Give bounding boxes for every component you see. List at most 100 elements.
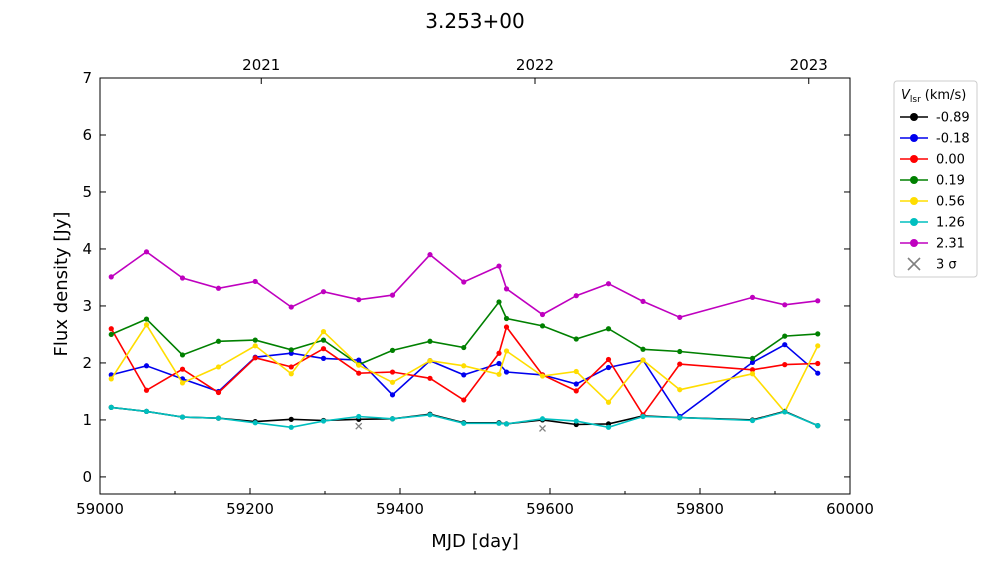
legend-entry: -0.18 [900,132,970,147]
data-point [640,346,646,352]
series-1.26 [108,404,821,430]
data-point [749,294,756,300]
upper-limit-markers [355,422,546,432]
data-point [108,376,114,382]
data-point [749,417,756,424]
data-point [215,364,222,370]
series-lines [108,249,821,430]
series-line [110,250,818,319]
data-point [320,337,327,343]
data-point [605,399,612,405]
data-point [320,346,327,352]
top-tick-label: 2023 [790,56,828,74]
legend-title-unit: (km/s) [925,88,967,103]
data-point [288,304,294,310]
legend-title: Vlsr (km/s) [901,88,966,105]
legend-label: 0.00 [936,153,965,168]
x-tick-label: 59800 [676,500,724,518]
data-point [143,316,150,322]
legend-label: -0.89 [936,111,970,126]
data-point [320,328,327,335]
data-point [461,420,467,426]
data-point [539,323,546,329]
data-point [573,368,579,375]
series--0.18 [108,342,821,420]
data-point [108,404,114,410]
data-point [215,285,222,291]
data-point [143,363,150,369]
data-point [503,324,510,330]
x-axis-label: MJD [day] [431,531,519,552]
data-point [143,408,150,414]
y-tick-label: 4 [82,240,92,258]
data-point [143,249,150,255]
series-0.19 [108,299,821,368]
data-point [815,298,821,304]
data-point [320,418,327,424]
data-point [427,412,433,418]
legend-label: 1.26 [936,216,965,231]
data-point [320,289,327,295]
data-point [503,421,510,427]
data-point [782,302,788,308]
data-point [573,381,579,387]
legend-label: 2.31 [936,237,965,252]
data-point [389,379,396,385]
legend-label: -0.18 [936,132,970,147]
data-point [252,343,258,349]
data-point [427,358,433,364]
data-point [356,413,362,420]
data-point [815,343,821,349]
data-point [356,357,362,363]
data-point [539,311,546,318]
data-point [496,420,502,426]
data-point [108,274,114,280]
legend-box [893,80,978,278]
series-0.00 [108,324,821,418]
data-point [427,375,433,381]
y-tick-label: 1 [82,411,92,429]
data-point [573,293,579,299]
legend-entry: 1.26 [900,216,965,231]
plot-frame [99,77,851,495]
data-point [539,373,546,379]
legend-marker [910,155,918,163]
data-point [749,359,756,365]
data-point [320,355,327,361]
x-tick-label: 60000 [826,500,874,518]
data-point [252,278,258,285]
legend-title-v: V [901,88,911,103]
legend-entry: 2.31 [900,237,965,252]
data-point [573,418,579,424]
data-point [782,409,788,415]
legend-label: 0.56 [936,195,965,210]
data-point [108,326,114,332]
data-point [677,415,683,421]
data-point [749,367,756,373]
data-point [496,350,502,356]
data-point [288,424,294,430]
data-point [288,347,294,353]
data-point [677,387,683,393]
data-point [677,314,683,320]
x-tick-label: 59200 [226,500,274,518]
data-point [461,363,467,369]
legend-marker [910,113,918,121]
data-point [461,344,467,351]
series-line [110,300,818,366]
legend-entry: -0.89 [900,111,970,126]
y-tick-label: 3 [82,297,92,315]
data-point [389,347,396,353]
data-point [108,331,114,338]
data-point [389,369,396,375]
data-point [749,355,756,361]
data-point [252,355,258,361]
legend-label: 0.19 [936,174,965,189]
legend-label: 3 σ [936,258,957,273]
data-point [677,348,683,355]
legend-marker [910,239,918,247]
data-point [252,337,258,343]
data-point [782,333,788,339]
legend-title-sub: lsr [910,95,921,105]
data-point [179,352,186,358]
